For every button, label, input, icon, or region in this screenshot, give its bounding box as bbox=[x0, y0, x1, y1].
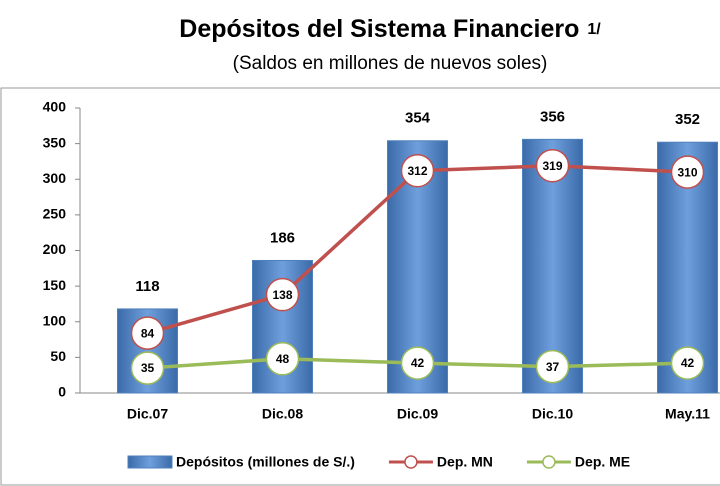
x-tick-label: Dic.10 bbox=[532, 406, 573, 422]
legend-marker bbox=[404, 455, 418, 469]
line-value-label: 42 bbox=[681, 356, 695, 370]
y-tick-label: 150 bbox=[43, 277, 67, 293]
title-note: 1/ bbox=[587, 21, 601, 38]
title-text: Depósitos del Sistema Financiero bbox=[179, 15, 579, 43]
legend-label: Depósitos (millones de S/.) bbox=[176, 454, 355, 470]
y-tick-label: 100 bbox=[43, 312, 67, 328]
line-value-label: 310 bbox=[677, 165, 697, 179]
y-tick-label: 350 bbox=[43, 134, 67, 150]
x-tick-label: Dic.08 bbox=[262, 406, 303, 422]
line-value-label: 312 bbox=[407, 164, 427, 178]
x-tick-label: Dic.09 bbox=[397, 406, 438, 422]
chart-frame bbox=[0, 87, 720, 486]
y-tick-label: 300 bbox=[43, 170, 67, 186]
bar-value-label: 356 bbox=[540, 108, 565, 125]
line-value-label: 138 bbox=[272, 288, 292, 302]
line-marker bbox=[670, 346, 705, 380]
y-tick-label: 200 bbox=[43, 241, 67, 257]
bar-value-label: 354 bbox=[405, 110, 431, 127]
chart-subtitle: (Saldos en millones de nuevos soles) bbox=[233, 53, 548, 74]
line-marker bbox=[670, 155, 705, 189]
y-tick-label: 0 bbox=[58, 384, 66, 400]
line-value-label: 37 bbox=[546, 360, 560, 374]
line-value-label: 48 bbox=[276, 352, 290, 366]
x-tick-label: May.11 bbox=[665, 406, 710, 422]
y-tick-label: 250 bbox=[43, 206, 67, 222]
y-tick-label: 50 bbox=[50, 348, 66, 364]
line-marker bbox=[130, 351, 165, 385]
line-marker bbox=[265, 342, 300, 376]
line-marker bbox=[535, 349, 570, 384]
line-value-label: 35 bbox=[141, 361, 155, 375]
line-value-label: 84 bbox=[141, 326, 155, 340]
line-marker bbox=[400, 346, 435, 380]
line-marker bbox=[400, 153, 435, 188]
legend-swatch bbox=[127, 455, 173, 469]
bar-value-label: 118 bbox=[135, 278, 159, 295]
legend-label: Dep. MN bbox=[437, 454, 493, 470]
line-value-label: 319 bbox=[542, 159, 562, 173]
line-marker bbox=[265, 277, 300, 312]
legend-label: Dep. ME bbox=[575, 454, 630, 470]
bar-value-label: 352 bbox=[675, 111, 700, 128]
bar-value-label: 186 bbox=[270, 229, 295, 246]
line-marker bbox=[535, 148, 570, 183]
line-value-label: 42 bbox=[411, 356, 425, 370]
line-marker bbox=[130, 316, 165, 350]
legend-marker bbox=[542, 455, 556, 469]
y-tick-label: 400 bbox=[43, 99, 67, 115]
x-tick-label: Dic.07 bbox=[127, 406, 168, 422]
chart-title: Depósitos del Sistema Financiero 1/ bbox=[179, 15, 601, 43]
